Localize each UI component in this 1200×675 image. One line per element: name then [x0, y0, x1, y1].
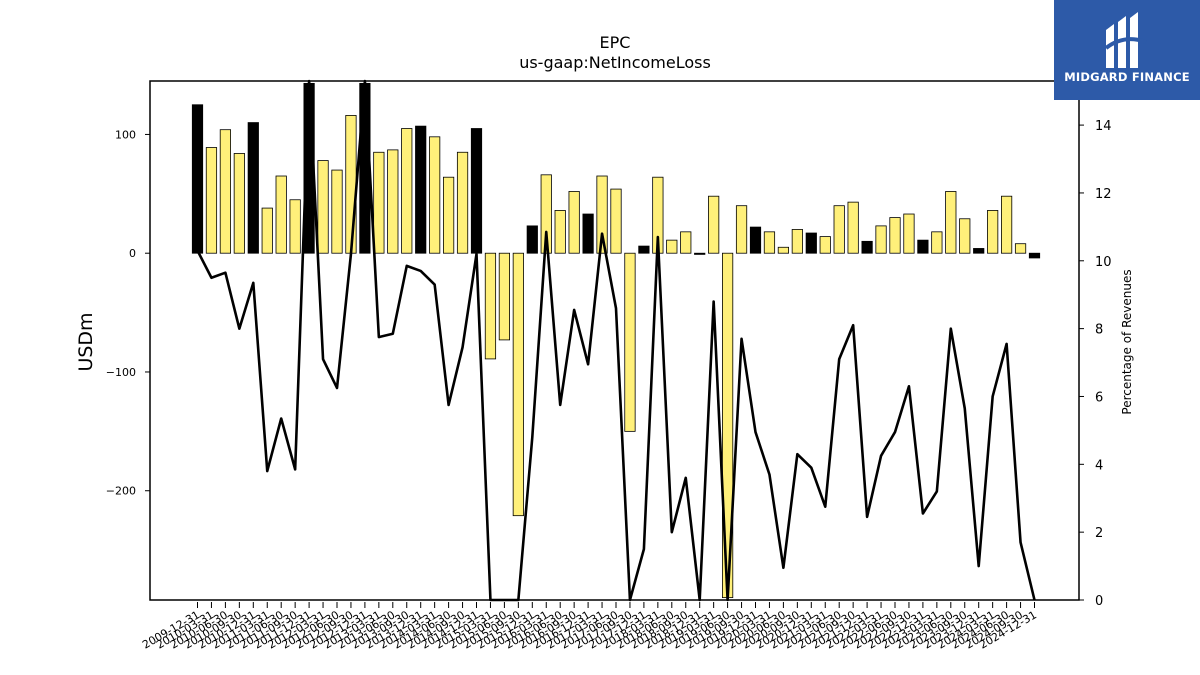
bar: [1014, 243, 1027, 254]
bar: [456, 151, 469, 254]
bar: [415, 125, 427, 254]
series-line: [196, 79, 1036, 602]
bar: [219, 129, 231, 254]
bar: [708, 195, 720, 254]
bar: [791, 229, 803, 254]
y2-tick-label: 10: [1095, 255, 1112, 270]
bar: [819, 236, 831, 254]
bar: [233, 153, 245, 254]
bar: [596, 175, 608, 254]
bar: [666, 239, 678, 254]
bar: [387, 149, 399, 254]
bar: [1001, 195, 1013, 254]
bar: [345, 115, 357, 254]
logo-mark-icon: [1104, 12, 1147, 68]
y2-tick-label: 6: [1095, 390, 1103, 405]
bar: [805, 232, 817, 254]
bar: [833, 205, 845, 254]
y2-tick-label: 0: [1095, 594, 1103, 609]
bar: [973, 248, 985, 254]
bar: [680, 231, 692, 254]
chart-subtitle: us-gaap:NetIncomeLoss: [519, 53, 711, 72]
bar: [373, 151, 385, 254]
bar: [429, 136, 441, 254]
logo-text: MIDGARD FINANCE: [1064, 70, 1190, 84]
bar: [205, 147, 218, 254]
bar: [261, 207, 273, 254]
y2-axis-label: Percentage of Revenues: [1120, 269, 1134, 414]
bar: [987, 210, 999, 254]
bar: [624, 252, 636, 432]
y-tick-label: 0: [129, 247, 136, 260]
bar: [777, 246, 790, 254]
bar: [931, 231, 943, 254]
y2-tick-label: 8: [1095, 323, 1103, 338]
plot-area: 1000−100−200024681012142009-12-312010-03…: [106, 79, 1112, 652]
bar: [554, 210, 566, 254]
bar: [847, 201, 859, 254]
chart-title: EPC: [600, 33, 631, 52]
bar: [1028, 252, 1041, 259]
bar: [861, 240, 873, 254]
y-axis-label: USDm: [75, 312, 97, 371]
bar: [442, 176, 455, 254]
bar: [317, 160, 329, 254]
bar: [275, 175, 287, 254]
bar: [498, 252, 511, 341]
bar: [484, 252, 497, 360]
bar: [959, 218, 971, 254]
bar: [582, 213, 594, 254]
bar: [735, 205, 748, 254]
bar: [917, 239, 929, 254]
bar: [610, 188, 622, 254]
y2-tick-label: 4: [1095, 458, 1103, 473]
bar: [512, 252, 524, 517]
bar: [289, 199, 301, 254]
y2-tick-label: 2: [1095, 526, 1103, 541]
bar: [749, 226, 762, 254]
bar: [247, 122, 259, 254]
y-tick-label: 100: [115, 128, 136, 141]
y-tick-label: −200: [106, 485, 136, 498]
y2-tick-label: 12: [1095, 187, 1112, 202]
bar: [763, 231, 776, 254]
bar: [694, 252, 706, 255]
bar: [470, 128, 483, 254]
y2-tick-label: 14: [1095, 119, 1112, 134]
bar: [526, 225, 538, 254]
bar: [540, 174, 552, 254]
bar: [903, 213, 915, 254]
bar: [401, 128, 413, 254]
brand-logo: MIDGARD FINANCE: [1054, 0, 1200, 100]
bar: [568, 191, 580, 254]
bar: [191, 104, 204, 254]
bar: [331, 169, 343, 254]
y-tick-label: −100: [106, 366, 136, 379]
bar: [875, 225, 887, 254]
bar: [945, 191, 957, 254]
plot-frame: [149, 80, 1080, 601]
bar: [638, 245, 650, 254]
bar: [889, 217, 901, 254]
